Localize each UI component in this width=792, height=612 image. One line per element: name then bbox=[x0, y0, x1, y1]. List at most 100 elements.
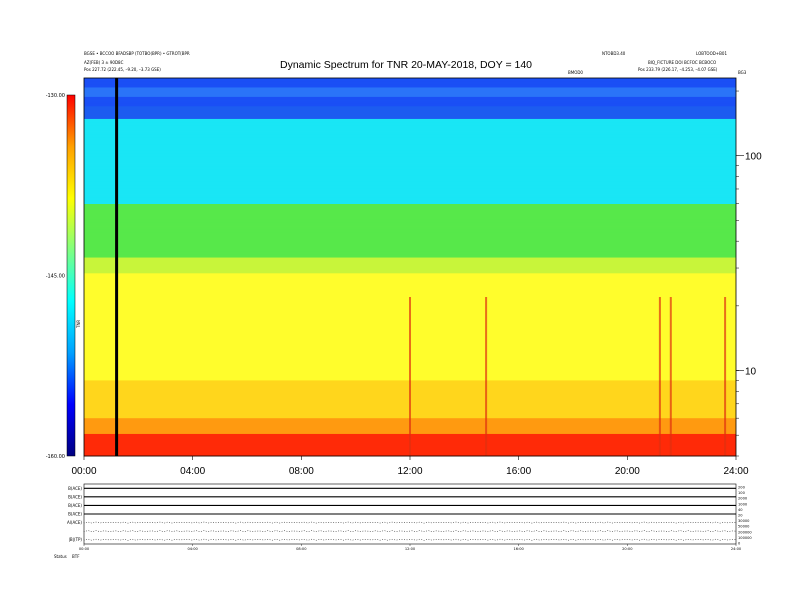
spectrum-row bbox=[84, 232, 736, 236]
panel-row-label: B(ACE) bbox=[68, 494, 82, 499]
header-left-line3: Pos 227.72 (222.45, –9.20, –3.73 GSE) bbox=[84, 67, 161, 72]
spectrum-row bbox=[84, 210, 736, 214]
spectrum-row bbox=[84, 226, 736, 230]
spectrum-row bbox=[84, 216, 736, 221]
panel-right-tick: 200000 bbox=[738, 530, 752, 534]
header-left-line1: BGSE • BCCOO BFADSBP (TOTBO(BPR) • GTROT… bbox=[84, 51, 190, 56]
header-left-line2: AZ(FEB) 3 ± 90D8C bbox=[84, 60, 124, 65]
spectrum-row bbox=[84, 178, 736, 183]
x-tick-label: 24:00 bbox=[723, 466, 748, 477]
spectrum-row bbox=[84, 87, 736, 91]
spectrum-row bbox=[84, 235, 736, 240]
spectrum-row bbox=[84, 84, 736, 88]
header-right-line1b: LOBTOOD+B01 bbox=[696, 51, 727, 56]
x-tick-label: 20:00 bbox=[615, 466, 640, 477]
spectrum-row bbox=[84, 188, 736, 192]
panel-x-tick-label: 00:00 bbox=[79, 547, 90, 551]
x-tick-label: 04:00 bbox=[180, 466, 205, 477]
spectrum-row bbox=[84, 204, 736, 208]
spectrum-row bbox=[84, 112, 736, 117]
spectrum-row bbox=[84, 137, 736, 142]
spectrum-row bbox=[84, 200, 736, 205]
colorbar-tick-label: -145.00 bbox=[46, 274, 65, 280]
panel-right-tick: 20 bbox=[738, 514, 743, 518]
panel-footer-right: BTF bbox=[72, 554, 80, 559]
panel-right-tick: 50000 bbox=[738, 525, 750, 529]
spectrum-row bbox=[84, 260, 736, 265]
panel-right-tick: 30000 bbox=[738, 519, 750, 523]
spectrum-row bbox=[84, 257, 736, 262]
spectrum-row bbox=[84, 128, 736, 132]
panel-x-tick-label: 16:00 bbox=[513, 547, 524, 551]
spectrum-row bbox=[84, 100, 736, 104]
x-tick-label: 16:00 bbox=[506, 466, 531, 477]
spectrum-row bbox=[84, 159, 736, 164]
spectrum-row bbox=[84, 175, 736, 180]
spectrum-row bbox=[84, 197, 736, 202]
panel-row-label: |B|(TP) bbox=[69, 537, 83, 542]
spectrum-row bbox=[84, 292, 736, 296]
spectrum-row bbox=[84, 141, 736, 145]
panel-row-label: Al(ACE) bbox=[67, 520, 82, 525]
header-right-line2: BIQ_FICTURE DOI BCFOC BCBOCO bbox=[648, 60, 717, 65]
spectrogram bbox=[84, 78, 736, 457]
spectrum-row bbox=[84, 134, 736, 139]
spectrum-row bbox=[84, 229, 736, 233]
spectrum-row bbox=[84, 185, 736, 189]
x-axis: 00:00 04:00 08:00 12:00 16:00 20:00 24:00 bbox=[71, 456, 749, 477]
spectrum-row bbox=[84, 90, 736, 95]
spectrum-row bbox=[84, 144, 736, 148]
spectrum-row bbox=[84, 279, 736, 284]
panel-x-tick-label: 20:00 bbox=[622, 547, 633, 551]
spectrum-row bbox=[84, 115, 736, 120]
spectrum-row bbox=[84, 169, 736, 173]
spectrum-row bbox=[84, 213, 736, 217]
spectrum-row bbox=[84, 289, 736, 293]
spectrum-row bbox=[84, 222, 736, 227]
spectrum-row bbox=[84, 131, 736, 136]
spectrum-row bbox=[84, 93, 736, 98]
spectrum-row bbox=[84, 150, 736, 154]
panel-row-label: B(ACE) bbox=[68, 503, 82, 508]
spectrum-row bbox=[84, 122, 736, 126]
radio-burst bbox=[669, 297, 672, 456]
spectrum-row bbox=[84, 285, 736, 290]
spectrum-row bbox=[84, 106, 736, 110]
spectrum-row bbox=[84, 282, 736, 287]
ace-data-panel: B(ACE) B(ACE) B(ACE) B(ACE) Al(ACE) |B|(TP) 20… bbox=[54, 483, 752, 559]
radio-burst bbox=[658, 297, 661, 456]
spectrum-row bbox=[84, 194, 736, 199]
spectrum-row bbox=[84, 153, 736, 158]
radio-burst bbox=[409, 297, 411, 456]
panel-trace bbox=[83, 521, 737, 524]
spectrum-row bbox=[84, 219, 736, 224]
spectrum-row bbox=[84, 118, 736, 123]
panel-row-label: B(ACE) bbox=[68, 486, 82, 491]
spectrum-row bbox=[84, 276, 736, 280]
panel-right-tick: 0 bbox=[738, 542, 741, 546]
spectrum-row bbox=[84, 147, 736, 151]
spectrum-row bbox=[84, 270, 736, 274]
spectrum-row bbox=[84, 103, 736, 107]
panel-right-tick: 2000 bbox=[738, 497, 748, 501]
spectrum-row bbox=[84, 166, 736, 170]
spectrum-row bbox=[84, 254, 736, 258]
colorbar-bar bbox=[66, 94, 76, 457]
spectrum-row bbox=[84, 81, 736, 85]
colorbar-label: TNR bbox=[76, 320, 81, 329]
spectrum-row bbox=[84, 163, 736, 167]
spectrum-row bbox=[84, 207, 736, 211]
x-tick-label: 08:00 bbox=[289, 466, 314, 477]
chart-title: Dynamic Spectrum for TNR 20-MAY-2018, DO… bbox=[280, 59, 533, 71]
radio-burst bbox=[485, 297, 488, 456]
panel-right-tick: 200 bbox=[738, 486, 746, 490]
colorbar-tick-label: -160.00 bbox=[46, 454, 65, 460]
spectrum-row bbox=[84, 248, 736, 252]
spectrum-row bbox=[84, 273, 736, 277]
header-mid-label: BMOD0 bbox=[568, 70, 583, 75]
panel-footer-left: Status bbox=[54, 554, 67, 559]
y-tick-label: 10 bbox=[745, 367, 757, 378]
panel-row-label: B(ACE) bbox=[68, 512, 82, 517]
x-tick-label: 00:00 bbox=[71, 466, 96, 477]
